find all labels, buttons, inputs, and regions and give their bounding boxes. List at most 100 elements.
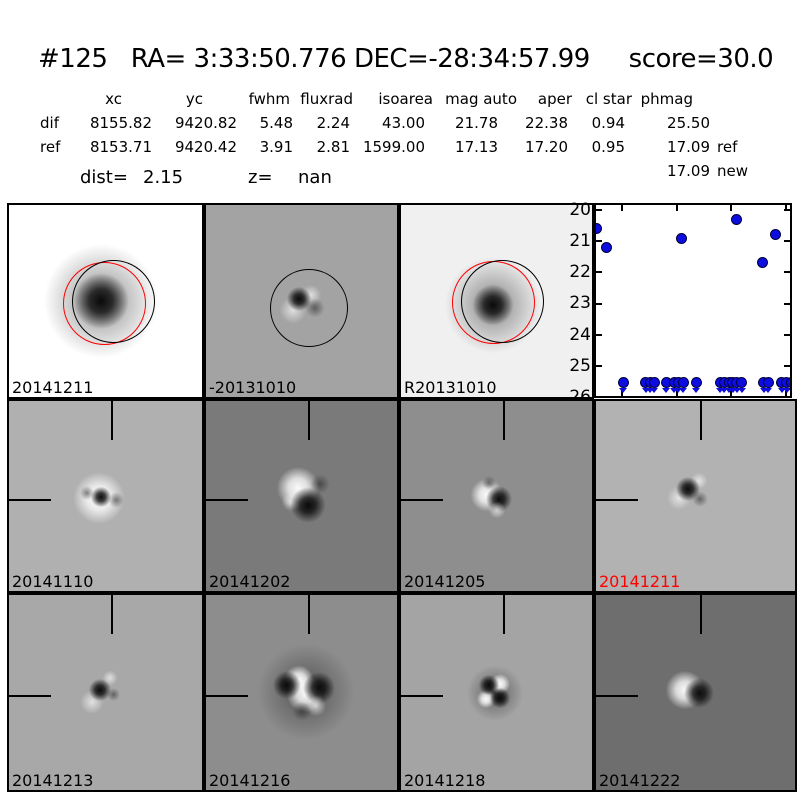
data-point: [596, 223, 603, 235]
y-axis-tick: [596, 240, 602, 243]
upper-limit-arrow-icon: [662, 387, 671, 393]
dif-xc: 8155.82: [89, 114, 152, 132]
upper-limit-arrow-icon: [787, 387, 790, 393]
x-axis-tick: [675, 205, 678, 211]
dif-yc: 9420.82: [174, 114, 237, 132]
new-phmag: 17.09: [667, 162, 710, 180]
residual-blob: [309, 473, 331, 495]
y-tick-label: 25: [569, 356, 591, 376]
new-phmag-suffix: new: [717, 162, 749, 180]
crosshair-tick-vertical: [111, 401, 113, 440]
upper-limit-point: [762, 377, 774, 389]
residual-blob: [272, 670, 302, 700]
ref-xc: 8153.71: [89, 138, 152, 156]
row-label-ref: ref: [40, 138, 61, 156]
dif-mag-auto: 21.78: [455, 114, 498, 132]
y-axis-tick: [784, 271, 790, 274]
residual-blob: [90, 486, 112, 508]
data-point: [757, 257, 769, 269]
y-tick-label: 22: [569, 262, 591, 282]
col-header-aper: aper: [537, 90, 572, 108]
panel-epoch-3: 20141205: [399, 399, 594, 593]
upper-limit-point: [617, 377, 629, 389]
panel-epoch-2: 20141202: [204, 399, 399, 593]
ref-isoarea: 1599.00: [362, 138, 425, 156]
col-header-cl-star: cl star: [585, 90, 632, 108]
dist-label: dist=: [80, 167, 128, 188]
col-header-yc: yc: [185, 90, 203, 108]
panel-new-image: 20141211: [7, 203, 204, 399]
crosshair-tick-horizontal: [9, 499, 51, 501]
residual-blob: [79, 485, 95, 501]
x-axis-tick: [784, 205, 787, 211]
crosshair-tick-vertical: [503, 595, 505, 634]
upper-limit-arrow-icon: [720, 387, 729, 393]
upper-limit-point: [736, 377, 748, 389]
col-header-phmag: phmag: [640, 90, 693, 108]
data-point: [601, 241, 613, 253]
dif-aper: 22.38: [525, 114, 568, 132]
row-label-dif: dif: [40, 114, 59, 132]
upper-limit-arrow-icon: [679, 387, 688, 393]
panel-date-label: -20131010: [209, 378, 297, 398]
y-tick-label: 21: [569, 231, 591, 251]
z-label: z=: [248, 167, 273, 188]
data-point: [676, 232, 688, 244]
y-axis-tick: [596, 333, 602, 336]
crosshair-tick-horizontal: [596, 499, 638, 501]
black-aperture-circle: [270, 269, 348, 347]
col-header-mag-auto: mag auto: [445, 90, 517, 108]
x-axis-tick: [675, 390, 678, 396]
y-axis-tick: [596, 209, 602, 211]
panel-epoch-1: 20141110: [7, 399, 204, 593]
upper-limit-arrow-icon: [737, 387, 746, 393]
panel-date-label: 20141213: [12, 771, 94, 791]
ref-fwhm: 3.91: [259, 138, 293, 156]
x-axis-tick: [784, 390, 787, 396]
residual-blob: [691, 490, 709, 508]
y-tick-label: 20: [569, 200, 591, 220]
ref-mag-auto: 17.13: [455, 138, 498, 156]
y-axis-tick: [596, 271, 602, 274]
panel-epoch-6: 20141216: [204, 593, 399, 792]
y-axis-tick: [784, 240, 790, 243]
upper-limit-point: [690, 377, 702, 389]
y-tick-label: 24: [569, 325, 591, 345]
y-axis-tick: [784, 364, 790, 367]
upper-limit-arrow-icon: [777, 387, 786, 393]
y-axis-tick: [596, 364, 602, 367]
panel-date-label: 20141211: [12, 378, 94, 398]
ref-aper: 17.20: [525, 138, 568, 156]
residual-blob: [291, 700, 313, 722]
crosshair-tick-horizontal: [401, 499, 443, 501]
upper-limit-point: [677, 377, 689, 389]
panel-epoch-4: 20141211: [594, 399, 797, 593]
data-point: [731, 213, 743, 225]
z-value: nan: [298, 167, 332, 188]
upper-limit-arrow-icon: [759, 387, 768, 393]
crosshair-tick-vertical: [700, 401, 702, 440]
black-aperture-circle: [72, 260, 155, 343]
x-axis-tick: [730, 390, 732, 396]
black-aperture-circle: [461, 260, 544, 343]
crosshair-tick-vertical: [111, 595, 113, 634]
upper-limit-arrow-icon: [650, 387, 659, 393]
residual-blob: [107, 491, 125, 509]
crosshair-tick-vertical: [308, 401, 310, 440]
panel-difference-image: -20131010: [204, 203, 399, 399]
dif-isoarea: 43.00: [382, 114, 425, 132]
panel-date-label: 20141218: [404, 771, 486, 791]
upper-limit-arrow-icon: [732, 387, 741, 393]
residual-blob: [481, 475, 497, 491]
upper-limit-arrow-icon: [764, 387, 773, 393]
residual-blob: [487, 500, 507, 520]
col-header-isoarea: isoarea: [378, 90, 433, 108]
panel-date-label: 20141202: [209, 572, 291, 592]
crosshair-tick-horizontal: [206, 499, 248, 501]
y-tick-label: 23: [569, 293, 591, 313]
panel-date-label: R20131010: [404, 378, 497, 398]
dif-fwhm: 5.48: [259, 114, 293, 132]
crosshair-tick-horizontal: [596, 695, 638, 697]
ref-fluxrad: 2.81: [316, 138, 350, 156]
